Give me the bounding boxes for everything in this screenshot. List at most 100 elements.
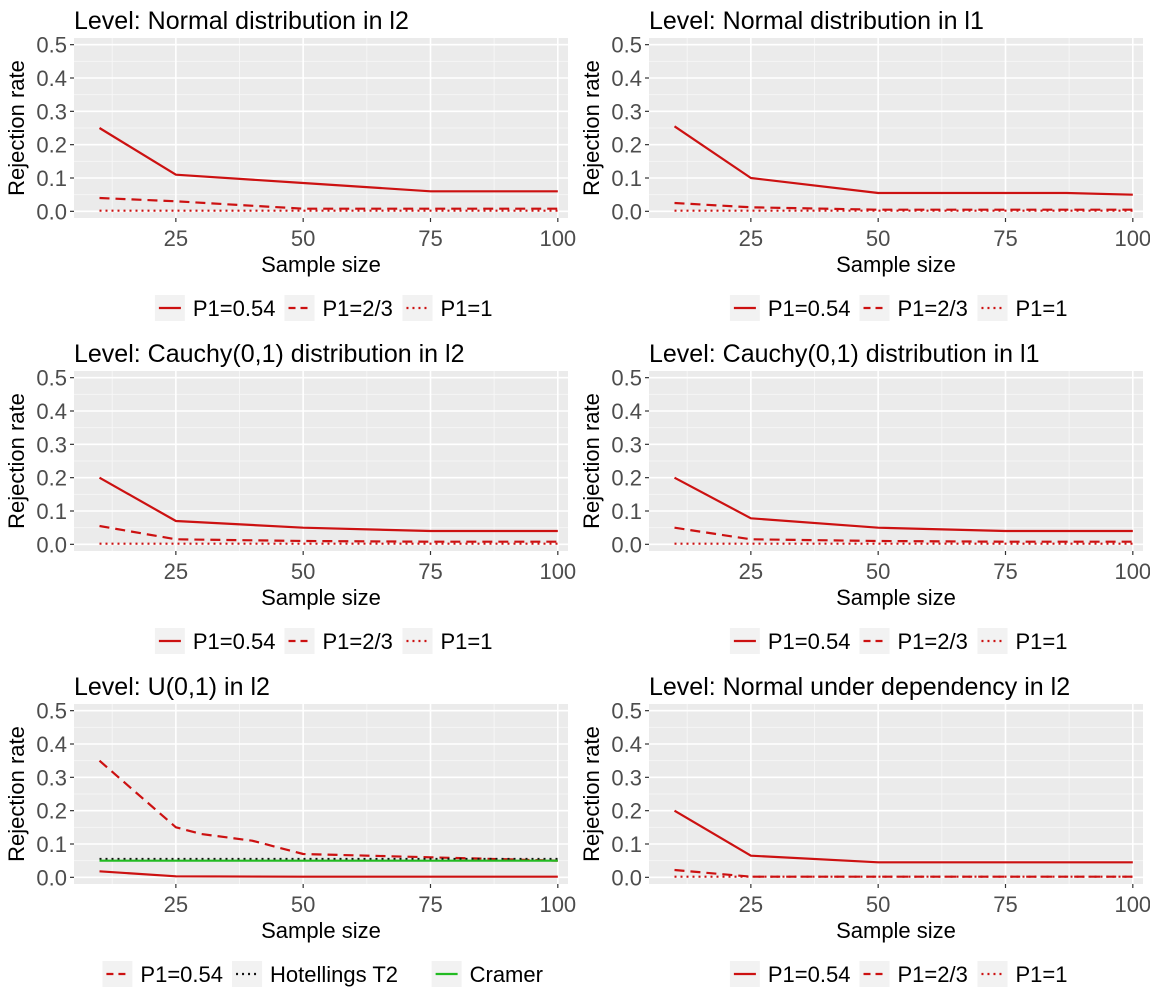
y-tick-label: 0.1 (611, 499, 642, 524)
y-tick-label: 0.2 (36, 799, 67, 824)
series-line-4 (99, 870, 558, 878)
y-tick-label: 0.4 (611, 66, 642, 91)
x-tick-label: 50 (291, 892, 315, 917)
x-tick-label: 100 (539, 892, 576, 917)
legend-label: P1=1 (1015, 629, 1067, 654)
y-tick-label: 0.0 (36, 199, 67, 224)
chart-panel-1: Level: Normal distribution in l2 0.0 0.1 0.… (4, 7, 576, 321)
y-axis-title: Rejection rate (579, 60, 604, 196)
series-line-1 (98, 127, 558, 193)
legend-label: P1=0.54 (768, 962, 851, 987)
y-tick-label: 0.5 (611, 699, 642, 724)
legend-label: P1=0.54 (768, 296, 851, 321)
series-line-1 (673, 809, 1133, 864)
legend-label: P1=1 (440, 296, 492, 321)
y-tick-label: 0.0 (611, 865, 642, 890)
y-tick-label: 0.0 (36, 532, 67, 557)
x-tick-label: 75 (993, 559, 1017, 584)
y-tick-label: 0.3 (611, 765, 642, 790)
y-tick-label: 0.3 (36, 99, 67, 124)
x-tick-label: 75 (993, 226, 1017, 251)
x-tick-label: 25 (164, 559, 188, 584)
x-tick-label: 25 (739, 226, 763, 251)
legend-label: P1=1 (440, 629, 492, 654)
legend-label: P1=0.54 (193, 629, 276, 654)
y-tick-label: 0.5 (36, 699, 67, 724)
x-axis-title: Sample size (836, 918, 956, 943)
y-tick-label: 0.2 (36, 466, 67, 491)
legend-label: P1=2/3 (898, 296, 968, 321)
chart-title: Level: Normal under dependency in l2 (649, 673, 1070, 701)
series-line-2 (99, 524, 558, 543)
legend-label: P1=0.54 (768, 629, 851, 654)
y-tick-label: 0.1 (36, 832, 67, 857)
y-tick-label: 0.1 (611, 166, 642, 191)
y-tick-label: 0.1 (36, 499, 67, 524)
legend-label: Cramer (470, 962, 543, 987)
y-tick-label: 0.2 (611, 466, 642, 491)
x-axis-title: Sample size (836, 585, 956, 610)
y-tick-label: 0.1 (36, 166, 67, 191)
legend-label: P1=2/3 (323, 629, 393, 654)
legend-label: P1=2/3 (898, 629, 968, 654)
y-tick-label: 0.4 (36, 732, 67, 757)
x-tick-label: 100 (539, 226, 576, 251)
legend: P1=0.54 Hotellings T2 Cramer (102, 961, 543, 987)
y-axis-title: Rejection rate (579, 726, 604, 862)
series-line-1 (98, 759, 558, 862)
series-line-1 (673, 476, 1133, 533)
legend-label: P1=1 (1015, 962, 1067, 987)
x-tick-label: 50 (291, 226, 315, 251)
x-tick-label: 75 (418, 892, 442, 917)
y-axis-title: Rejection rate (4, 60, 29, 196)
chart-title: Level: U(0,1) in l2 (74, 673, 270, 701)
y-tick-label: 0.0 (36, 865, 67, 890)
x-axis-title: Sample size (261, 252, 381, 277)
y-tick-label: 0.2 (611, 133, 642, 158)
chart-panel-6: Level: Normal under dependency in l2 0.0 0… (579, 673, 1150, 987)
y-tick-label: 0.4 (36, 66, 67, 91)
y-tick-label: 0.5 (611, 366, 642, 391)
x-tick-label: 50 (866, 559, 890, 584)
chart-panel-5: Level: U(0,1) in l2 0.0 0.1 0.2 0.3 0.4 0.5 25 5… (4, 673, 576, 987)
legend: P1=0.54 P1=2/3 P1=1 (154, 628, 492, 654)
legend: P1=0.54 P1=2/3 P1=1 (729, 628, 1067, 654)
y-tick-label: 0.2 (611, 799, 642, 824)
legend-label: P1=2/3 (323, 296, 393, 321)
legend-label: P1=0.54 (193, 296, 276, 321)
chart-title: Level: Cauchy(0,1) distribution in l2 (74, 340, 464, 368)
legend: P1=0.54 P1=2/3 P1=1 (154, 295, 492, 321)
series-line-2 (674, 526, 1133, 543)
x-tick-label: 25 (739, 559, 763, 584)
chart-panel-3: Level: Cauchy(0,1) distribution in l2 0.0… (4, 340, 576, 654)
chart-panel-2: Level: Normal distribution in l1 0.0 0.1 0.… (579, 7, 1150, 321)
series-line-1 (98, 476, 558, 533)
chart-title: Level: Normal distribution in l1 (649, 7, 984, 35)
chart-panel-4: Level: Cauchy(0,1) distribution in l1 0.0… (579, 340, 1150, 654)
x-tick-label: 100 (1114, 892, 1150, 917)
chart-title: Level: Normal distribution in l2 (74, 7, 409, 35)
y-tick-label: 0.5 (36, 366, 67, 391)
x-tick-label: 50 (866, 226, 890, 251)
y-tick-label: 0.3 (36, 432, 67, 457)
y-tick-label: 0.5 (36, 33, 67, 58)
legend: P1=0.54 P1=2/3 P1=1 (729, 961, 1067, 987)
legend-label: P1=1 (1015, 296, 1067, 321)
legend-label: P1=2/3 (898, 962, 968, 987)
y-tick-label: 0.0 (611, 199, 642, 224)
x-tick-label: 100 (1114, 226, 1150, 251)
x-tick-label: 100 (1114, 559, 1150, 584)
x-tick-label: 75 (993, 892, 1017, 917)
x-tick-label: 100 (539, 559, 576, 584)
y-tick-label: 0.2 (36, 133, 67, 158)
x-tick-label: 50 (291, 559, 315, 584)
y-tick-label: 0.3 (611, 432, 642, 457)
x-axis-title: Sample size (836, 252, 956, 277)
y-axis-title: Rejection rate (4, 393, 29, 529)
x-axis-title: Sample size (261, 585, 381, 610)
x-axis-title: Sample size (261, 918, 381, 943)
x-tick-label: 75 (418, 226, 442, 251)
x-tick-label: 25 (739, 892, 763, 917)
x-tick-label: 75 (418, 559, 442, 584)
